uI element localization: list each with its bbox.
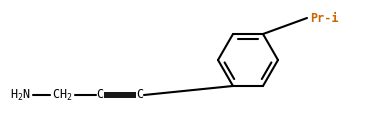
Text: C: C [136, 89, 144, 102]
Text: C: C [96, 89, 104, 102]
Text: $\mathtt{H_2N}$: $\mathtt{H_2N}$ [10, 88, 31, 103]
Text: $\mathtt{CH_2}$: $\mathtt{CH_2}$ [52, 88, 72, 103]
Text: Pr-i: Pr-i [310, 12, 338, 24]
